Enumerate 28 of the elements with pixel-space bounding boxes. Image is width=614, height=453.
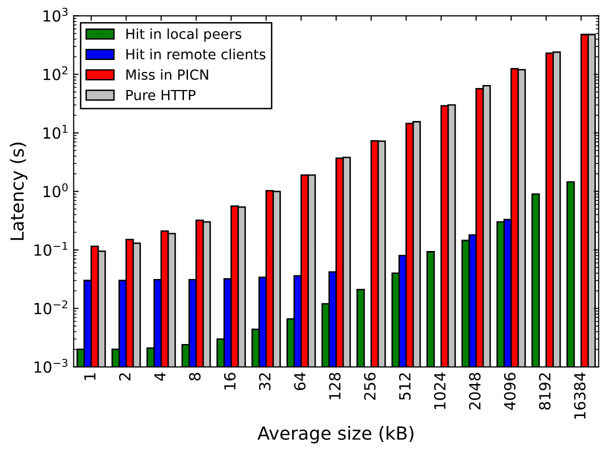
legend-label: Hit in remote clients — [126, 48, 266, 60]
x-tick-label: 4 — [154, 372, 166, 381]
x-tick-label: 512 — [399, 373, 411, 400]
y-tick-label: 10$^{3}$ — [44, 8, 68, 22]
x-tick-label: 64 — [294, 372, 306, 390]
y-tick-label: 10$^{0}$ — [44, 183, 68, 198]
x-tick-label: 8192 — [539, 373, 551, 410]
y-tick-label: 10$^{1}$ — [44, 124, 68, 139]
legend-label: Pure HTTP — [126, 90, 196, 100]
y-tick-label: 10$^{−2}$ — [34, 300, 68, 314]
legend-label: Miss in PICN — [126, 69, 208, 80]
x-tick-label: 2 — [119, 373, 130, 380]
y-axis-title: Latency (s) — [10, 142, 28, 240]
legend-label: Hit in local peers — [126, 28, 242, 42]
x-tick-label: 16 — [224, 372, 236, 390]
x-tick-label: 16384 — [574, 372, 586, 419]
y-tick-label: 10$^{−3}$ — [34, 358, 68, 373]
x-tick-label: 256 — [364, 372, 376, 400]
x-tick-label: 8 — [189, 372, 201, 380]
y-tick-label: 10$^{−1}$ — [34, 242, 68, 256]
x-tick-label: 2048 — [469, 372, 481, 410]
y-tick-label: 10$^{2}$ — [44, 66, 68, 80]
x-tick-label: 32 — [259, 373, 271, 390]
x-tick-label: 4096 — [504, 372, 516, 410]
x-tick-label: 1 — [84, 373, 96, 380]
x-tick-label: 1024 — [434, 372, 446, 409]
x-axis-title: Average size (kB) — [258, 426, 414, 444]
x-tick-label: 128 — [329, 372, 341, 400]
